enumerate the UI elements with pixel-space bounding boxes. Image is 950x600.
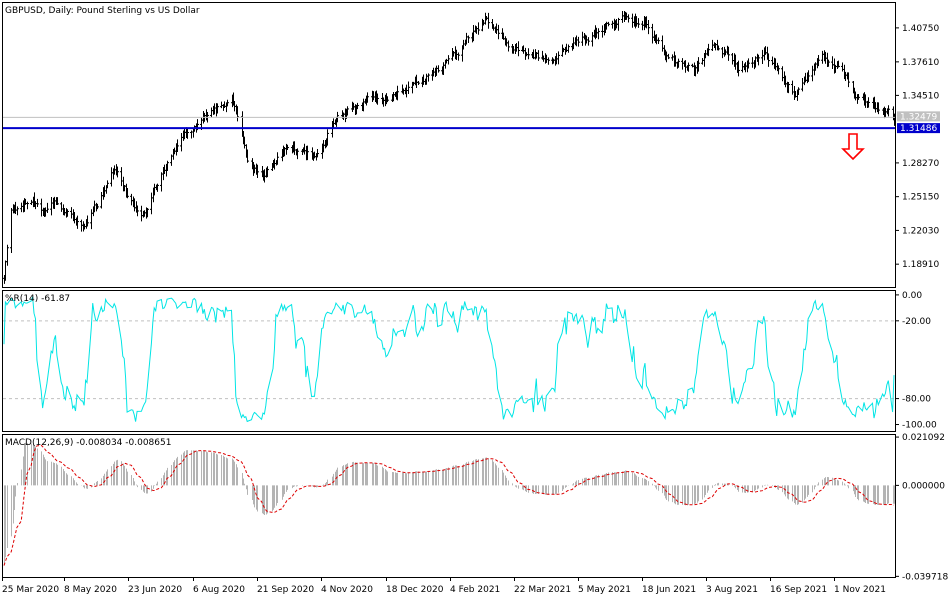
macd-title: MACD(12,26,9) -0.008034 -0.008651 [5, 438, 171, 448]
down-arrow-icon [841, 133, 865, 161]
x-axis-label: 18 Dec 2020 [386, 585, 444, 595]
x-axis-label: 5 May 2021 [578, 585, 631, 595]
wpr-title: %R(14) -61.87 [5, 294, 70, 304]
x-axis-label: 23 Jun 2020 [128, 585, 182, 595]
x-axis-label: 21 Sep 2020 [257, 585, 314, 595]
price-bars [3, 10, 896, 284]
price-tick-label: 1.40750 [902, 24, 939, 34]
price-label-box [897, 123, 940, 134]
x-axis-label: 4 Feb 2021 [450, 585, 500, 595]
price-label: 1.32479 [900, 112, 937, 122]
x-axis-label: 22 Mar 2021 [514, 585, 571, 595]
wpr-tick-label: -80.00 [902, 395, 931, 405]
wpr-tick-label: -20.00 [902, 317, 931, 327]
price-tick-label: 1.34510 [902, 91, 939, 101]
wpr-layer [3, 296, 895, 423]
x-axis-label: 1 Nov 2021 [834, 585, 886, 595]
xlabels-layer: 25 Mar 2020 8 May 2020 23 Jun 2020 6 Aug 20… [2, 577, 886, 595]
price-panel-frame [2, 2, 896, 288]
price-label: 1.31486 [900, 124, 937, 134]
macd-tick-label: 0.000000 [902, 481, 945, 491]
price-tick-label: 1.28270 [902, 159, 939, 169]
wpr-tick-label: 0.00 [902, 291, 922, 301]
macd-layer [3, 442, 895, 566]
ticks-layer: 1.40750 1.37610 1.34510 1.28270 1.25150 1.220… [895, 24, 948, 582]
price-chart-title: GBPUSD, Daily: Pound Sterling vs US Doll… [5, 6, 200, 16]
wpr-tick-label: -100.00 [902, 421, 937, 431]
price-tick-label: 1.22030 [902, 226, 939, 236]
price-tick-label: 1.18910 [902, 260, 939, 270]
wpr-panel-frame [2, 290, 896, 432]
macd-panel-frame [2, 434, 896, 578]
price-label-box [897, 111, 940, 122]
price-lines [3, 116, 895, 130]
x-axis-label: 6 Aug 2020 [193, 585, 245, 595]
x-axis-label: 16 Sep 2021 [770, 585, 827, 595]
price-tick-label: 1.25150 [902, 193, 939, 203]
wpr-line [3, 296, 895, 423]
x-axis-label: 25 Mar 2020 [2, 585, 59, 595]
x-axis-label: 3 Aug 2021 [706, 585, 758, 595]
macd-tick-label: 0.021092 [902, 433, 945, 443]
price-tick-label: 1.37610 [902, 58, 939, 68]
macd-signal-line [3, 444, 895, 566]
x-axis-label: 4 Nov 2020 [321, 585, 373, 595]
macd-tick-label: -0.039718 [902, 572, 948, 582]
x-axis-label: 8 May 2020 [64, 585, 117, 595]
x-axis-label: 18 Jun 2021 [642, 585, 696, 595]
